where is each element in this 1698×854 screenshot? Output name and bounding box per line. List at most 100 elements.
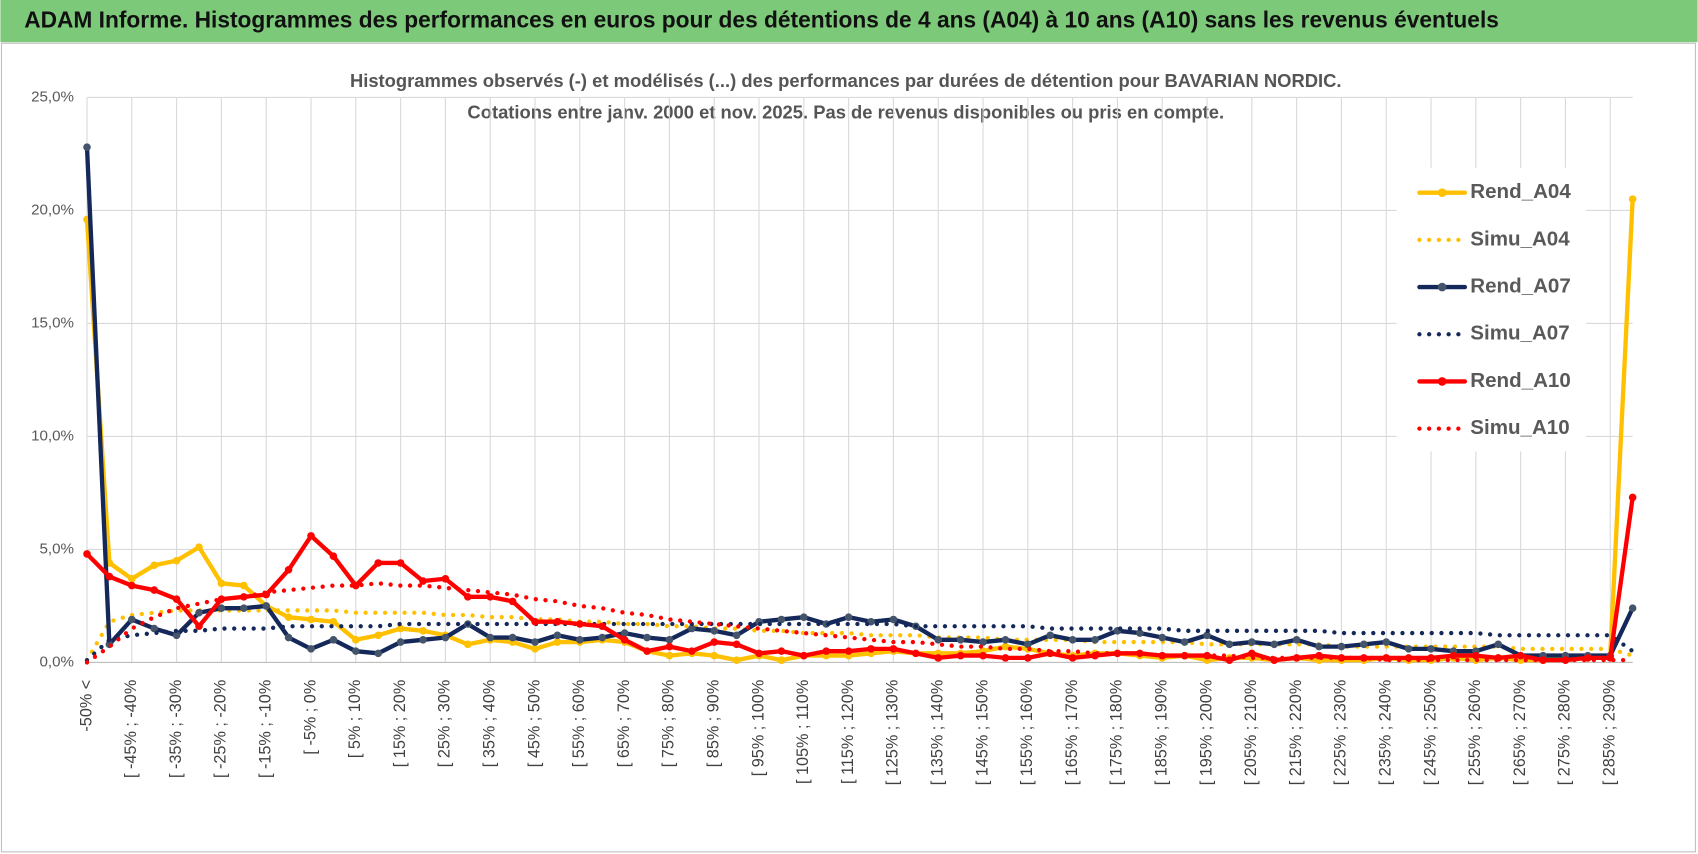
legend-label: Rend_A10 [1470, 369, 1571, 392]
point [396, 638, 405, 646]
point [1068, 654, 1077, 662]
x-tick-label: [ 145% ; 150% [973, 680, 991, 786]
legend-label: Rend_A04 [1470, 180, 1571, 203]
point [1180, 638, 1189, 646]
grid: 0,0% 5,0% 10,0% 15,0% 20,0% 25,0% -50% < [ -45%… [31, 88, 1633, 785]
point [867, 645, 875, 653]
chart-subtitle: Cotations entre janv. 2000 et nov. 2025.… [467, 102, 1224, 123]
point [912, 649, 920, 658]
series-line [84, 621, 1635, 663]
point [1136, 629, 1144, 637]
x-tick-label: [ 215% ; 220% [1287, 680, 1305, 785]
x-tick-label: [ 225% ; 230% [1332, 680, 1350, 785]
point [665, 636, 674, 644]
point [620, 636, 629, 644]
x-tick-label: [ 135% ; 140% [929, 680, 947, 786]
chart-frame [0, 42, 1696, 853]
x-tick-label: [ 185% ; 190% [1153, 680, 1171, 786]
point [128, 581, 136, 590]
point [284, 565, 293, 574]
point [441, 633, 450, 642]
point [1628, 195, 1637, 203]
point [419, 636, 427, 644]
point [195, 543, 203, 551]
point [1494, 640, 1503, 649]
x-tick-label: [ 55% ; 60% [570, 680, 588, 767]
x-tick-label: [ 45% ; 50% [525, 680, 543, 767]
point [396, 624, 405, 633]
x-tick-label: [ 195% ; 200% [1197, 680, 1215, 786]
legend-bg [1396, 167, 1587, 452]
plot [83, 143, 1637, 665]
point [1315, 642, 1323, 651]
point [329, 617, 338, 626]
point [217, 604, 226, 612]
point [307, 532, 315, 540]
x-tick-label: [ 205% ; 210% [1242, 680, 1260, 785]
x-tick-label: [ 175% ; 180% [1108, 680, 1126, 786]
point [620, 629, 629, 637]
point [172, 595, 181, 603]
point [531, 638, 539, 646]
point [419, 626, 427, 635]
point [128, 575, 136, 583]
point [217, 595, 226, 603]
legend-label: Rend_A07 [1470, 274, 1571, 297]
point [1516, 651, 1525, 660]
point [329, 636, 338, 644]
x-tick-label: [ 245% ; 250% [1421, 680, 1439, 785]
point [598, 622, 607, 631]
x-tick-label: [ 285% ; 290% [1601, 680, 1619, 785]
point [352, 636, 360, 644]
point [1360, 654, 1368, 662]
point [1404, 645, 1413, 653]
point [934, 654, 943, 662]
point [956, 636, 965, 644]
point [688, 647, 696, 655]
point [1203, 631, 1211, 640]
series-line [84, 144, 1635, 658]
point [1225, 640, 1234, 649]
point [889, 615, 898, 624]
x-tick-label: [ 5% ; 10% [346, 680, 364, 758]
point [83, 143, 91, 151]
point [1292, 636, 1301, 644]
point [441, 575, 450, 583]
point [1427, 645, 1435, 653]
x-tick-label: [ 35% ; 40% [480, 680, 498, 767]
point [576, 620, 584, 628]
header-bar [0, 0, 1698, 43]
point [396, 559, 405, 567]
point [195, 608, 203, 617]
x-tick-label: [ 155% ; 160% [1018, 680, 1036, 786]
point [486, 633, 495, 642]
point [419, 577, 427, 585]
point [956, 651, 965, 660]
point [172, 631, 181, 640]
point [777, 615, 786, 624]
point [1024, 640, 1032, 649]
x-tick-label: [ 255% ; 260% [1466, 680, 1484, 785]
point [800, 613, 808, 622]
point [240, 604, 248, 612]
y-tick-label: 10,0% [31, 427, 74, 444]
point [1449, 651, 1458, 660]
point [665, 651, 674, 660]
legend-label: Simu_A07 [1470, 322, 1569, 345]
point [508, 633, 517, 642]
point [1001, 654, 1010, 662]
point [83, 550, 91, 558]
series-line [84, 608, 1635, 663]
point [553, 617, 562, 626]
point [844, 613, 853, 622]
point [732, 631, 741, 640]
title-bg [330, 64, 1361, 133]
point [217, 579, 226, 588]
point [262, 602, 270, 610]
x-tick-label: [ 265% ; 270% [1511, 680, 1529, 785]
point [889, 645, 898, 653]
point [553, 638, 562, 646]
point [1001, 642, 1010, 651]
point [352, 647, 360, 655]
